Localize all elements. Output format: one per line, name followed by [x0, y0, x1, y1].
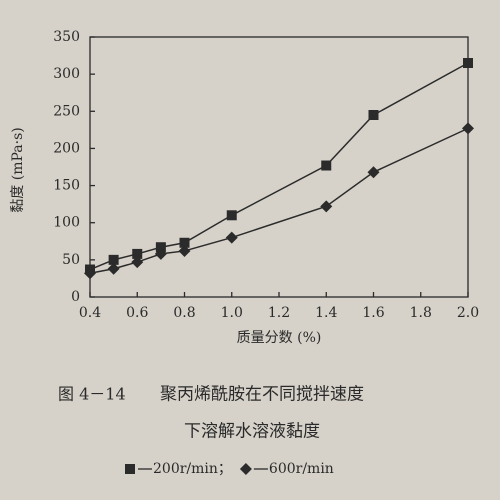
data-point	[132, 248, 143, 259]
data-point	[108, 254, 119, 265]
legend-label: 200r/min	[153, 461, 218, 477]
data-point	[107, 262, 120, 275]
x-axis-label: 质量分数 (%)	[237, 330, 322, 346]
legend-marker	[125, 464, 135, 474]
y-tick-label: 200	[53, 140, 80, 156]
y-tick-label: 50	[62, 252, 80, 268]
legend-label: 600r/min	[269, 461, 334, 477]
figure-number: 图 4－14	[58, 385, 126, 404]
x-tick-label: 1.0	[221, 305, 243, 321]
y-tick-label: 250	[53, 103, 80, 119]
x-tick-label: 0.4	[79, 305, 101, 321]
data-point	[463, 58, 473, 68]
data-point	[462, 122, 474, 135]
data-point	[154, 247, 167, 260]
x-tick-label: 0.6	[126, 305, 148, 321]
data-point	[320, 200, 333, 213]
y-tick-label: 0	[71, 289, 80, 305]
data-point	[155, 242, 166, 253]
y-tick-label: 100	[53, 215, 80, 231]
x-tick-label: 1.4	[315, 305, 337, 321]
data-point	[367, 166, 380, 179]
caption-line: 下溶解水溶液黏度	[184, 422, 320, 442]
data-point	[321, 160, 332, 171]
y-tick-label: 350	[53, 29, 80, 45]
y-tick-label: 150	[53, 178, 80, 194]
x-tick-label: 1.6	[362, 305, 384, 321]
data-point	[226, 210, 237, 221]
data-point	[131, 256, 144, 269]
x-tick-label: 0.8	[173, 305, 195, 321]
x-tick-label: 1.8	[410, 305, 432, 321]
legend-marker	[239, 463, 252, 475]
data-point	[178, 244, 191, 257]
data-point	[225, 231, 238, 244]
legend-separator: ；	[218, 461, 232, 477]
data-point	[84, 267, 96, 280]
data-point	[179, 237, 190, 248]
x-tick-label: 2.0	[457, 305, 479, 321]
y-tick-label: 300	[53, 66, 80, 82]
caption-line: 聚丙烯酰胺在不同搅拌速度	[160, 385, 364, 405]
y-axis-label: 黏度 (mPa·s)	[10, 127, 26, 212]
x-tick-label: 1.2	[268, 305, 290, 321]
data-point	[368, 110, 379, 120]
